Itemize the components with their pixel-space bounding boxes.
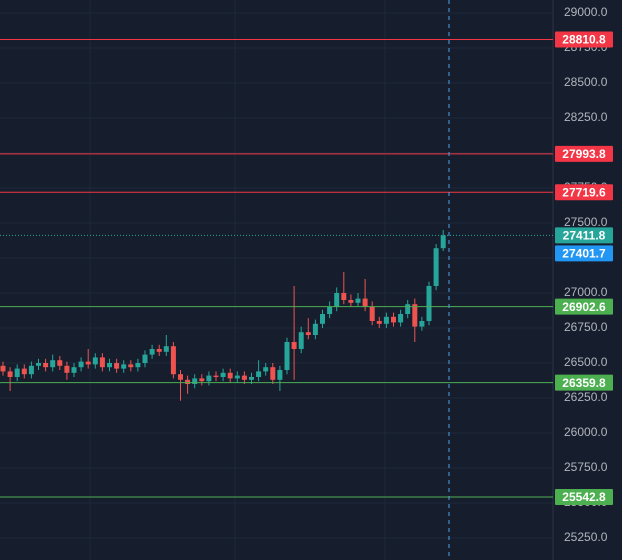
candle-body	[199, 378, 205, 382]
grid	[0, 12, 553, 539]
candle-body	[142, 354, 148, 364]
plot	[0, 38, 553, 498]
price-badge-label: 28810.8	[562, 33, 606, 47]
candle-body	[241, 375, 247, 380]
candle-body	[383, 316, 389, 324]
candle-body	[305, 332, 311, 336]
candle-body	[0, 365, 6, 372]
candle-body	[291, 342, 297, 350]
price-badge-label: 25542.8	[562, 490, 606, 504]
price-badge-label: 27411.8	[563, 229, 606, 243]
candle-body	[50, 360, 56, 368]
y-tick-label: 28500.0	[564, 75, 608, 89]
price-badge	[555, 489, 613, 506]
candle-body	[36, 363, 41, 366]
candle-body	[192, 378, 198, 385]
candle-body	[14, 368, 20, 378]
candle-body	[320, 314, 325, 324]
candle-body	[376, 321, 382, 324]
candle-body	[220, 372, 226, 378]
candle-body	[341, 293, 347, 301]
y-tick-label: 25750.0	[564, 460, 608, 474]
candle-body	[270, 367, 276, 380]
candle-body	[263, 367, 269, 372]
candle-body	[135, 363, 141, 368]
candle-body	[185, 379, 191, 385]
y-tick-label: 26500.0	[564, 355, 608, 369]
candle-body	[92, 357, 98, 365]
y-tick-label: 29000.0	[564, 5, 608, 19]
price-badge-label: 27401.7	[562, 247, 606, 261]
y-tick-label: 26250.0	[564, 390, 608, 404]
candle-body	[298, 332, 304, 350]
candle-body	[7, 371, 13, 378]
price-badge-label: 27993.8	[562, 147, 606, 161]
candle-body	[149, 349, 155, 355]
candle-body	[121, 364, 127, 369]
candle-body	[398, 314, 404, 323]
candle-body	[114, 363, 120, 369]
candle-body	[163, 346, 169, 352]
candle-body	[43, 363, 49, 368]
candle-body	[178, 374, 183, 380]
candle-body	[312, 323, 318, 336]
y-tick-label: 26750.0	[564, 320, 608, 334]
price-badge	[555, 245, 613, 262]
candle-body	[85, 361, 91, 365]
price-badge	[555, 184, 613, 201]
candle-body	[405, 304, 411, 315]
candle-body	[249, 377, 254, 380]
price-badge	[555, 298, 613, 315]
candle-body	[284, 342, 290, 371]
candle-body	[57, 360, 63, 366]
y-tick-label: 27000.0	[564, 285, 608, 299]
candle-body	[327, 307, 333, 315]
candle-body	[355, 298, 361, 303]
candle-body	[440, 235, 446, 249]
candle-body	[21, 368, 27, 375]
candle-body	[334, 293, 340, 308]
price-badge-label: 26902.6	[562, 300, 606, 314]
candle-body	[206, 375, 212, 382]
candle-body	[412, 304, 418, 327]
candle-body	[156, 349, 162, 352]
candle-body	[213, 375, 219, 378]
candle-body	[426, 286, 432, 322]
candle-body	[348, 300, 354, 303]
price-axis: 29000.028750.028500.028250.028000.027750…	[555, 5, 613, 544]
y-tick-label: 27500.0	[564, 215, 608, 229]
candle-body	[227, 372, 233, 379]
candle-body	[277, 370, 283, 380]
candle-body	[107, 363, 112, 368]
price-badge	[555, 374, 613, 391]
y-tick-label: 26000.0	[564, 425, 608, 439]
candle-body	[170, 346, 176, 375]
candle-body	[78, 361, 84, 368]
price-badge	[555, 145, 613, 162]
candle-body	[256, 371, 262, 378]
candle-body	[391, 316, 396, 323]
candle-body	[28, 365, 34, 375]
candle-body	[234, 375, 240, 379]
price-badge	[555, 31, 613, 48]
y-tick-label: 28250.0	[564, 110, 608, 124]
candle-body	[419, 321, 425, 327]
candle-body	[71, 367, 77, 373]
price-badge	[555, 227, 613, 244]
candle-body	[362, 298, 368, 308]
candle-body	[64, 365, 70, 373]
candle-body	[433, 248, 439, 287]
price-badge-label: 27719.6	[562, 185, 606, 199]
y-tick-label: 25250.0	[564, 530, 608, 544]
candle-body	[99, 357, 105, 368]
candle-body	[369, 307, 375, 322]
price-badge-label: 26359.8	[562, 376, 606, 390]
candle-body	[128, 364, 134, 368]
